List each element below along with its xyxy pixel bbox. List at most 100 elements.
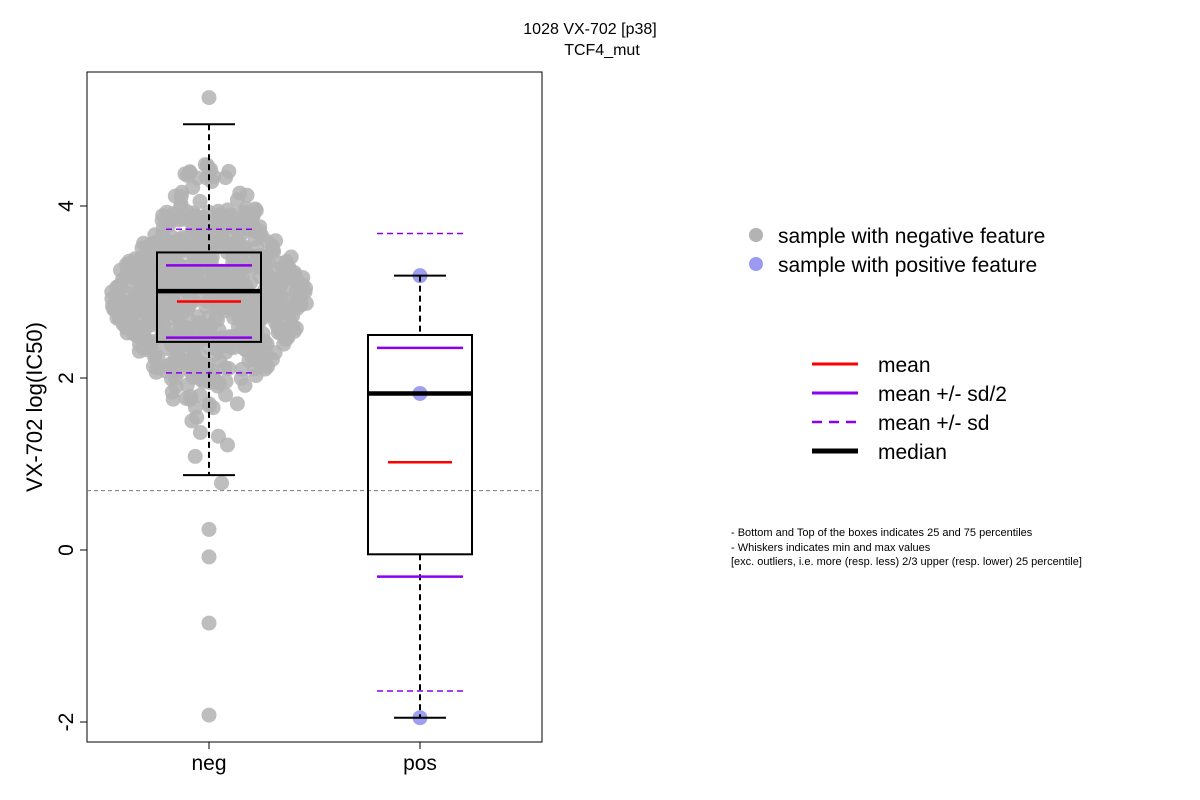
neg-sample-point	[109, 300, 125, 316]
legend-line-label: mean +/- sd	[878, 412, 989, 435]
neg-sample-point	[210, 203, 226, 219]
neg-sample-point	[164, 384, 180, 400]
plot-area: -2 0 2 4 neg pos	[55, 71, 543, 775]
note-line-3: [exc. outliers, i.e. more (resp. less) 2…	[731, 556, 1082, 568]
neg-sample-point	[221, 163, 237, 179]
neg-sample-point	[272, 255, 288, 271]
plot-frame	[86, 71, 543, 743]
neg-sample-point	[270, 302, 286, 318]
neg-sample-point	[134, 269, 150, 285]
neg-sample-point	[249, 240, 265, 255]
neg-sample-point	[227, 260, 243, 276]
neg-sample-point	[230, 333, 246, 349]
neg-sample-point	[187, 448, 203, 464]
neg-sample-point	[252, 348, 268, 364]
notes: - Bottom and Top of the boxes indicates …	[731, 527, 1082, 568]
neg-sample-point	[214, 266, 230, 282]
note-line-2: - Whiskers indicates min and max values	[731, 542, 931, 554]
neg-sample-point	[115, 316, 131, 332]
neg-sample-point	[288, 320, 304, 336]
neg-sample-point	[184, 413, 200, 429]
neg-sample-point	[212, 353, 228, 369]
y-tick-label: 0	[55, 544, 78, 556]
legend-line-label: mean	[878, 354, 931, 377]
neg-sample-point	[220, 238, 236, 254]
neg-sample-point	[229, 396, 245, 412]
chart-title-line2: TCF4_mut	[564, 42, 640, 59]
neg-sample-point	[208, 228, 224, 244]
neg-sample-point	[173, 189, 189, 204]
neg-sample-point	[276, 336, 292, 352]
neg-sample-point	[135, 288, 151, 304]
neg-sample-point	[233, 300, 249, 316]
neg-sample-point	[245, 208, 261, 223]
neg-sample-point	[265, 271, 281, 287]
y-tick-label: 2	[55, 372, 78, 384]
neg-sample-point	[169, 301, 184, 317]
neg-sample-point	[134, 251, 150, 267]
box	[156, 251, 262, 343]
neg-sample-point	[216, 338, 232, 354]
legend-point-label: sample with negative feature	[778, 225, 1045, 248]
legend-line-label: median	[878, 441, 947, 464]
neg-sample-point	[192, 425, 208, 440]
y-tick-label: 4	[55, 200, 78, 212]
neg-sample-point	[201, 707, 217, 723]
neg-sample-point	[175, 268, 191, 283]
neg-sample-point	[194, 233, 210, 249]
neg-sample-point	[118, 256, 134, 272]
neg-sample-point	[246, 294, 261, 310]
neg-sample-point	[162, 270, 178, 286]
neg-sample-point	[201, 90, 217, 106]
neg-sample-point	[287, 299, 303, 315]
x-tick-label: pos	[403, 752, 437, 775]
neg-sample-point	[194, 209, 210, 225]
neg-sample-point	[214, 475, 229, 491]
note-line-1: - Bottom and Top of the boxes indicates …	[731, 527, 1033, 539]
neg-sample-point	[201, 549, 217, 565]
neg-sample-point	[180, 168, 196, 183]
neg-sample-point	[159, 204, 175, 220]
box	[367, 334, 473, 556]
neg-sample-point	[186, 349, 202, 365]
neg-sample-point	[210, 428, 226, 444]
neg-sample-point	[164, 256, 180, 272]
legend-point-marker	[749, 228, 763, 242]
x-tick-label: neg	[191, 752, 226, 775]
neg-sample-point	[295, 270, 311, 286]
neg-sample-point	[187, 336, 203, 352]
neg-sample-point	[168, 350, 183, 365]
legend-line-label: mean +/- sd/2	[878, 383, 1007, 406]
legend-lines: mean mean +/- sd/2 mean +/- sd median	[812, 354, 1007, 464]
neg-sample-point	[135, 329, 151, 345]
y-tick-label: -2	[55, 713, 78, 732]
legend-points: sample with negative feature sample with …	[749, 225, 1045, 277]
neg-sample-point	[109, 279, 125, 295]
neg-sample-point	[195, 374, 211, 390]
neg-sample-point	[292, 285, 308, 300]
neg-sample-point	[136, 235, 152, 251]
chart-title-line1: 1028 VX-702 [p38]	[523, 21, 656, 38]
neg-sample-point	[200, 357, 216, 372]
neg-sample-point	[258, 249, 274, 265]
neg-sample-point	[230, 319, 246, 335]
neg-sample-point	[201, 521, 217, 537]
neg-sample-point	[140, 342, 155, 358]
y-axis-label: VX-702 log(IC50)	[22, 322, 47, 492]
neg-sample-point	[209, 312, 225, 328]
neg-sample-point	[178, 320, 194, 336]
neg-sample-point	[206, 372, 222, 388]
neg-sample-point	[178, 390, 194, 406]
neg-sample-point	[201, 615, 217, 631]
legend-point-label: sample with positive feature	[778, 254, 1037, 277]
neg-sample-point	[184, 366, 200, 382]
neg-sample-point	[192, 193, 208, 209]
neg-sample-point	[239, 187, 255, 203]
neg-sample-point	[199, 157, 215, 173]
neg-sample-point	[234, 281, 250, 296]
neg-sample-point	[158, 363, 173, 379]
legend-point-marker	[749, 257, 763, 271]
neg-sample-point	[153, 239, 169, 255]
neg-sample-point	[252, 223, 268, 239]
